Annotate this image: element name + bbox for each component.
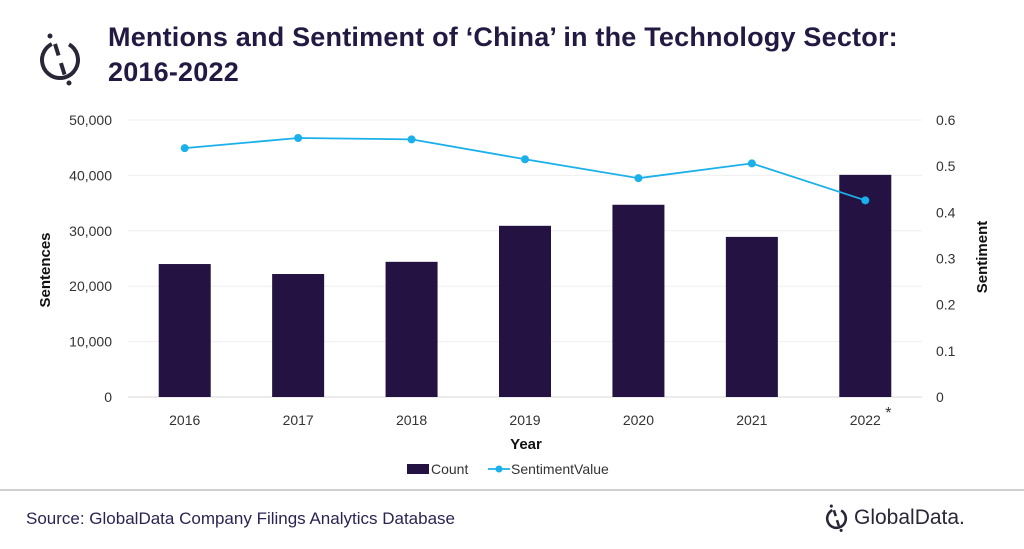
sentiment-point-2017	[294, 134, 303, 143]
sentiment-point-2018	[407, 135, 416, 144]
legend-count-label: Count	[431, 461, 468, 477]
y-axis-title: Sentences	[37, 232, 54, 307]
sentiment-point-2019	[521, 155, 529, 164]
bar-2021	[725, 236, 778, 397]
bar-2017	[272, 274, 325, 397]
y2-tick-label: 0.1	[936, 343, 956, 359]
globaldata-mark-icon	[825, 504, 848, 532]
source-note: Source: GlobalData Company Filings Analy…	[26, 509, 455, 528]
y2-axis-title: Sentiment	[974, 221, 991, 294]
bar-2022	[839, 174, 892, 397]
bar-2020	[612, 204, 665, 397]
sentiment-line	[184, 137, 866, 202]
bar-2016	[158, 264, 211, 397]
chart-title: Mentions and Sentiment of ‘China’ in the…	[108, 20, 898, 90]
title-line-2: 2016-2022	[108, 57, 239, 87]
x-tick-note: *	[885, 405, 891, 422]
y2-tick-label: 0.2	[936, 297, 956, 313]
y-tick-label: 30,000	[69, 223, 112, 239]
sentiment-point-2021	[747, 159, 756, 168]
legend-sentiment-label: SentimentValue	[511, 461, 609, 477]
x-tick-label: 2018	[396, 412, 427, 428]
y2-tick-label: 0.3	[936, 251, 956, 267]
x-tick-label: 2017	[283, 412, 314, 428]
title-line-1: Mentions and Sentiment of ‘China’ in the…	[108, 22, 898, 52]
globaldata-logo-icon	[40, 33, 80, 86]
y-tick-label: 10,000	[69, 334, 112, 350]
logo-wordmark: GlobalData.	[854, 506, 965, 529]
x-tick-label: 2016	[169, 412, 200, 428]
bar-2019	[499, 225, 551, 397]
y2-tick-label: 0.4	[936, 204, 956, 220]
sentiment-point-2020	[634, 174, 643, 183]
x-tick-label: 2022	[850, 412, 881, 428]
x-tick-label: 2021	[736, 412, 767, 428]
y-tick-label: 20,000	[69, 278, 112, 294]
y2-tick-label: 0	[936, 389, 944, 405]
sentiment-point-2022	[861, 196, 870, 205]
x-tick-label: 2019	[509, 412, 540, 428]
y-tick-label: 40,000	[69, 167, 112, 183]
chart: 0 10,000 20,000 30,000 40,000 50,000 0 0.1 0.2 0.…	[37, 112, 991, 477]
y-tick-label: 50,000	[69, 112, 112, 128]
legend-count-swatch	[407, 464, 429, 474]
sentiment-point-2016	[180, 144, 189, 153]
y-tick-label: 0	[104, 389, 112, 405]
y2-tick-label: 0.5	[936, 158, 956, 174]
y2-tick-label: 0.6	[936, 112, 956, 128]
x-tick-label: 2020	[623, 412, 654, 428]
bar-2018	[385, 261, 438, 397]
globaldata-logo: GlobalData.	[824, 503, 965, 533]
divider	[0, 489, 1024, 491]
x-axis-title: Year	[510, 436, 542, 453]
legend-sentiment-marker	[495, 465, 503, 473]
